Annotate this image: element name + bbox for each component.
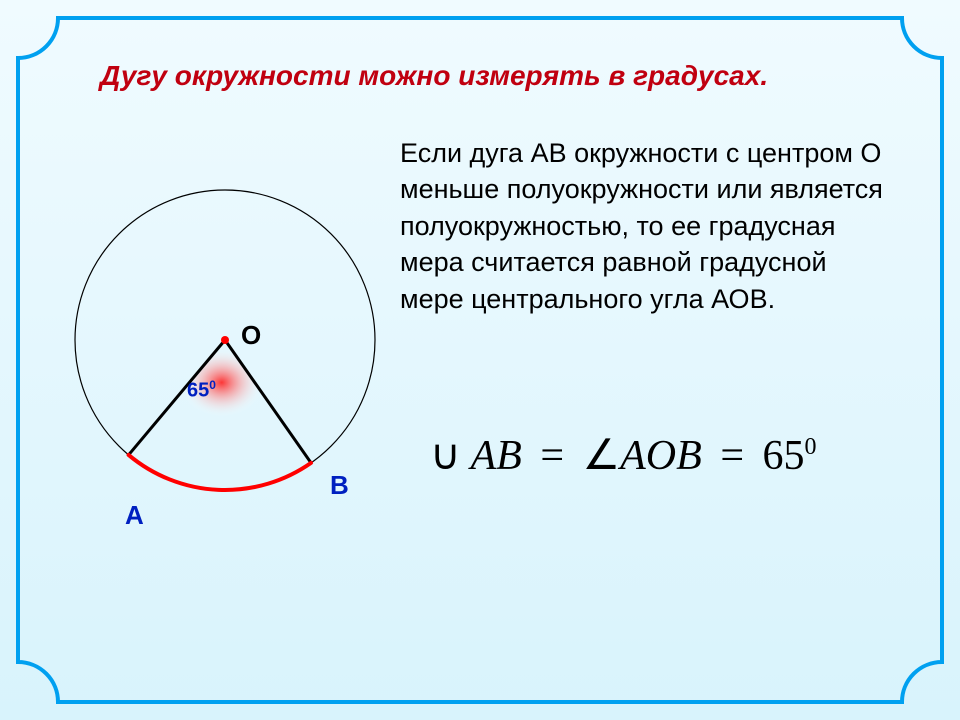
angle-wedge (164, 340, 280, 435)
body-paragraph: Если дуга АВ окружности с центром О мень… (400, 135, 890, 317)
formula-65: 65 (763, 433, 805, 479)
formula: ∪ AB = ∠AOB = 650 (430, 430, 817, 480)
formula-ab: AB (471, 433, 522, 479)
arc-ab (129, 455, 311, 490)
equals-1: = (540, 433, 564, 479)
formula-aob: AOB (620, 433, 702, 479)
arc-symbol: ∪ (430, 433, 461, 479)
formula-sup: 0 (805, 434, 817, 460)
center-dot (221, 336, 229, 344)
slide-title: Дугу окружности можно измерять в градуса… (100, 60, 768, 92)
angle-symbol: ∠ (583, 433, 621, 479)
circle-diagram (55, 170, 395, 550)
equals-2: = (720, 433, 744, 479)
